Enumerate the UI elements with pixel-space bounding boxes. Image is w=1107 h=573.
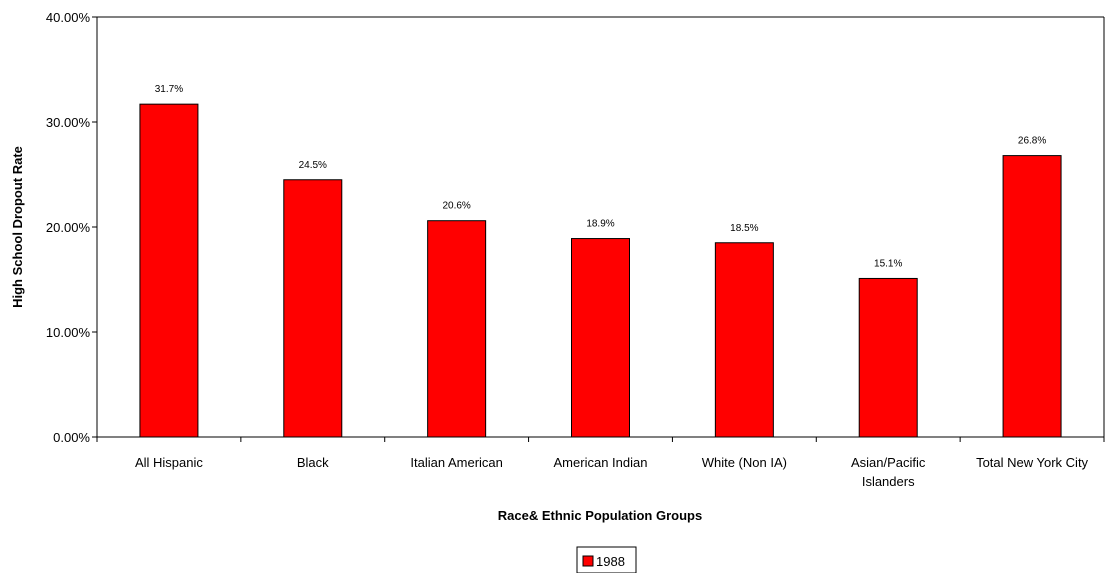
bar [858,277,918,438]
y-tick-label: 20.00% [46,220,91,235]
x-tick-label: Italian American [410,455,503,470]
data-label: 24.5% [299,160,327,171]
bar [1002,155,1062,438]
y-tick-label: 40.00% [46,10,91,25]
data-label: 15.1% [874,258,902,269]
x-ticks-group: All Hispanic Black Italian American America… [96,437,1105,489]
legend-box [576,546,637,573]
bar [283,179,343,438]
bar [427,220,487,438]
data-label: 18.9% [586,219,614,230]
y-tick-label: 0.00% [53,430,90,445]
data-labels-group: 31.7% 24.5% 20.6% 18.9% 18.5% 15.1% 26.8% [155,84,1047,269]
y-tick-label: 30.00% [46,115,91,130]
bar [571,238,630,438]
legend-swatch [582,555,594,567]
data-label: 18.5% [730,223,758,234]
x-tick-label: Black [297,455,329,470]
data-label: 20.6% [442,201,470,212]
x-tick-label: All Hispanic [135,455,203,470]
y-ticks-group: 0.00% 10.00% 20.00% 30.00% 40.00% [46,10,97,445]
bars-group [139,103,1062,438]
legend-label: 1988 [596,554,625,569]
x-tick-label: White (Non IA) [702,455,787,470]
x-tick-label: Asian/Pacific [851,455,926,470]
x-axis-title: Race& Ethnic Population Groups [498,508,702,523]
y-axis-title: High School Dropout Rate [10,146,25,308]
data-label: 26.8% [1018,136,1046,147]
legend: 1988 [576,546,637,573]
data-label: 31.7% [155,84,183,95]
x-tick-label: Total New York City [976,455,1088,470]
y-tick-label: 10.00% [46,325,91,340]
x-tick-label: Islanders [862,474,915,489]
x-tick-label: American Indian [554,455,648,470]
bar [139,103,199,438]
bar [714,242,774,438]
